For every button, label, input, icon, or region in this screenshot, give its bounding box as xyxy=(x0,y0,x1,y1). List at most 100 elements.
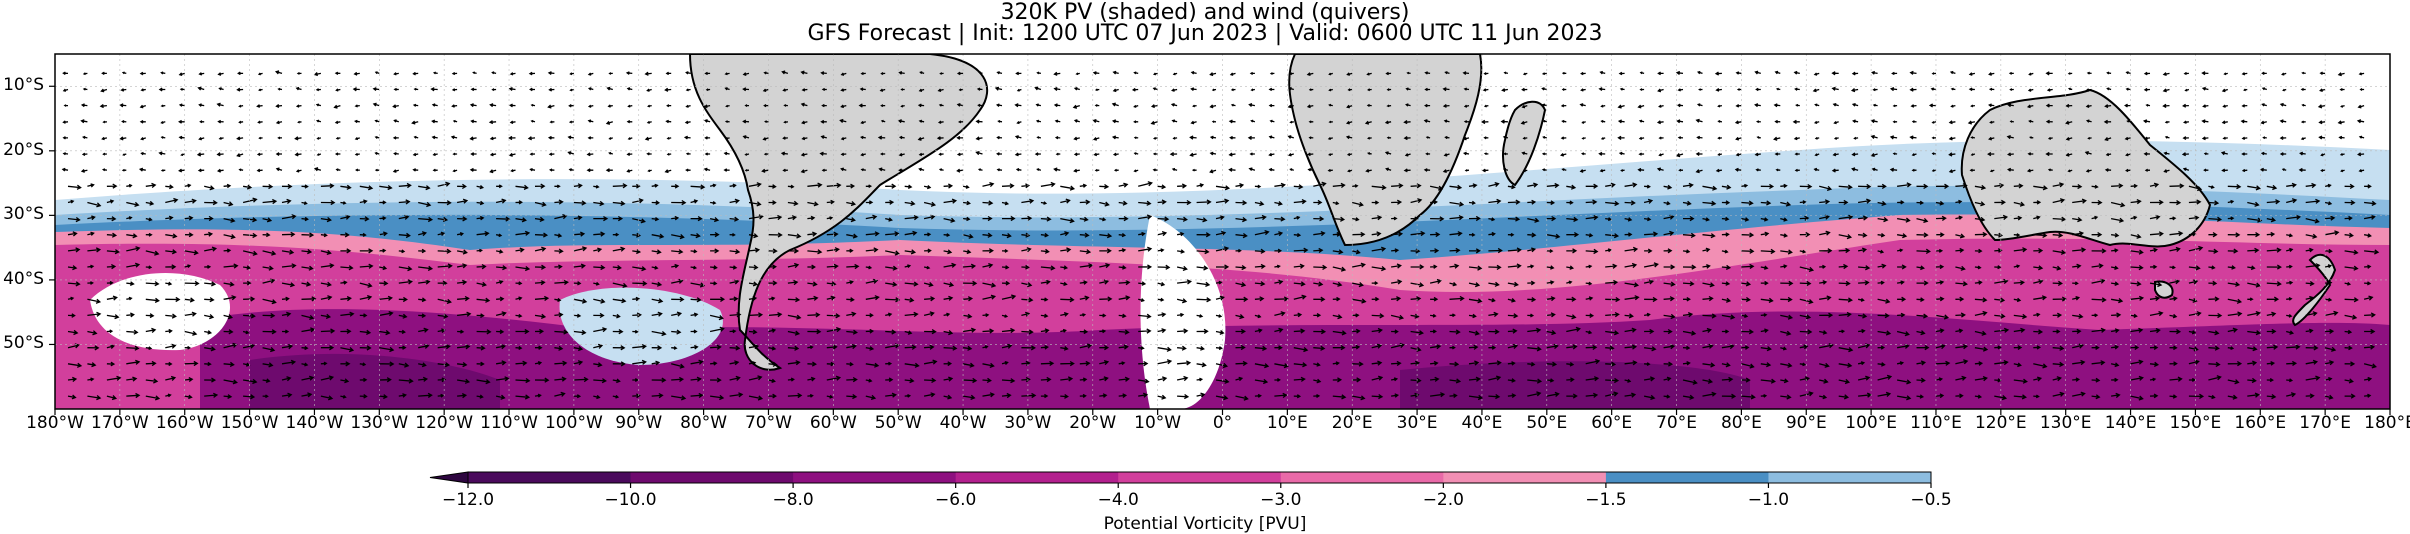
wind-quiver xyxy=(2202,104,2209,108)
wind-quiver xyxy=(956,168,964,173)
wind-quiver xyxy=(223,201,234,207)
wind-quiver xyxy=(1060,346,1069,351)
wind-quiver xyxy=(1171,167,1178,172)
wind-quiver xyxy=(840,167,847,172)
wind-quiver xyxy=(859,87,866,92)
wind-quiver xyxy=(2007,167,2014,172)
wind-quiver xyxy=(1522,136,1528,140)
wind-quiver xyxy=(184,264,192,269)
wind-quiver xyxy=(1449,184,1463,190)
wind-quiver xyxy=(106,344,116,349)
wind-quiver xyxy=(418,297,427,303)
wind-quiver xyxy=(204,346,216,352)
wind-quiver xyxy=(1916,394,1925,399)
wind-quiver xyxy=(1974,375,1988,382)
lon-tick-label: 20°W xyxy=(1069,413,1117,433)
wind-quiver xyxy=(924,344,935,350)
lon-tick-label: 90°W xyxy=(615,413,663,433)
wind-quiver xyxy=(1313,216,1325,222)
wind-quiver xyxy=(547,71,555,76)
wind-quiver xyxy=(534,377,550,383)
wind-quiver xyxy=(1969,168,1975,172)
wind-quiver xyxy=(729,265,738,270)
wind-quiver xyxy=(1254,363,1270,369)
lon-tick-label: 80°E xyxy=(1720,413,1762,433)
wind-quiver xyxy=(1507,263,1522,269)
wind-quiver xyxy=(2188,377,2197,382)
wind-quiver xyxy=(1481,168,1489,173)
wind-quiver xyxy=(1502,104,1508,108)
wind-quiver xyxy=(1449,393,1458,399)
wind-quiver xyxy=(632,266,647,272)
wind-quiver xyxy=(87,362,97,368)
lon-tick-label: 40°W xyxy=(939,413,987,433)
wind-quiver xyxy=(858,103,866,108)
wind-quiver xyxy=(1838,329,1846,334)
wind-quiver xyxy=(281,296,290,302)
wind-quiver xyxy=(904,311,919,318)
wind-quiver xyxy=(2013,362,2022,368)
wind-quiver xyxy=(301,232,315,238)
wind-quiver xyxy=(1858,232,1868,238)
wind-quiver xyxy=(651,345,663,351)
wind-quiver xyxy=(1715,87,1722,92)
wind-quiver xyxy=(1741,329,1754,335)
wind-quiver xyxy=(1546,312,1556,318)
wind-quiver xyxy=(1099,217,1107,222)
wind-quiver xyxy=(593,298,606,304)
wind-quiver xyxy=(184,250,199,256)
wind-quiver xyxy=(1307,167,1314,172)
wind-quiver xyxy=(1114,168,1119,172)
wind-quiver xyxy=(963,377,978,384)
wind-quiver xyxy=(1561,71,1567,75)
wind-quiver xyxy=(975,119,983,124)
wind-quiver xyxy=(1566,393,1578,399)
wind-quiver xyxy=(1501,88,1508,92)
wind-quiver xyxy=(865,295,880,301)
wind-quiver xyxy=(2286,247,2294,253)
wind-quiver xyxy=(704,136,711,140)
wind-quiver xyxy=(243,265,252,270)
wind-quiver xyxy=(2300,120,2306,124)
wind-quiver xyxy=(2319,88,2326,93)
wind-quiver xyxy=(2227,265,2236,270)
wind-quiver xyxy=(1235,376,1244,382)
wind-quiver xyxy=(1657,71,1664,76)
wind-quiver xyxy=(1001,249,1009,253)
wind-quiver xyxy=(729,232,736,237)
wind-quiver xyxy=(2208,232,2218,238)
wind-quiver xyxy=(379,265,388,271)
wind-quiver xyxy=(1274,201,1283,206)
wind-quiver xyxy=(472,71,477,75)
wind-quiver xyxy=(2130,215,2138,220)
wind-quiver xyxy=(554,312,564,318)
wind-quiver xyxy=(1721,184,1732,190)
wind-quiver xyxy=(236,136,244,141)
wind-quiver xyxy=(587,136,594,140)
wind-quiver xyxy=(877,135,886,140)
wind-quiver xyxy=(632,378,639,382)
wind-quiver xyxy=(1799,376,1811,382)
wind-quiver xyxy=(1403,168,1411,173)
wind-quiver xyxy=(508,87,516,92)
wind-quiver xyxy=(1683,215,1695,222)
wind-quiver xyxy=(1092,137,1100,141)
wind-quiver xyxy=(612,215,624,222)
wind-quiver xyxy=(2344,265,2359,271)
wind-quiver xyxy=(2085,88,2092,92)
wind-quiver xyxy=(807,281,818,287)
colorbar-cell xyxy=(1118,472,1282,483)
wind-quiver xyxy=(2130,233,2142,239)
wind-quiver xyxy=(690,265,698,270)
wind-quiver xyxy=(437,313,449,319)
wind-quiver xyxy=(1386,104,1392,108)
lon-tick-label: 170°E xyxy=(2299,413,2351,433)
wind-quiver xyxy=(2028,72,2034,76)
wind-quiver xyxy=(1073,168,1080,173)
wind-quiver xyxy=(612,313,621,319)
wind-quiver xyxy=(593,184,600,189)
wind-quiver xyxy=(340,347,355,353)
wind-quiver xyxy=(1702,247,1711,253)
wind-quiver xyxy=(2247,201,2260,207)
wind-quiver xyxy=(1054,136,1061,140)
